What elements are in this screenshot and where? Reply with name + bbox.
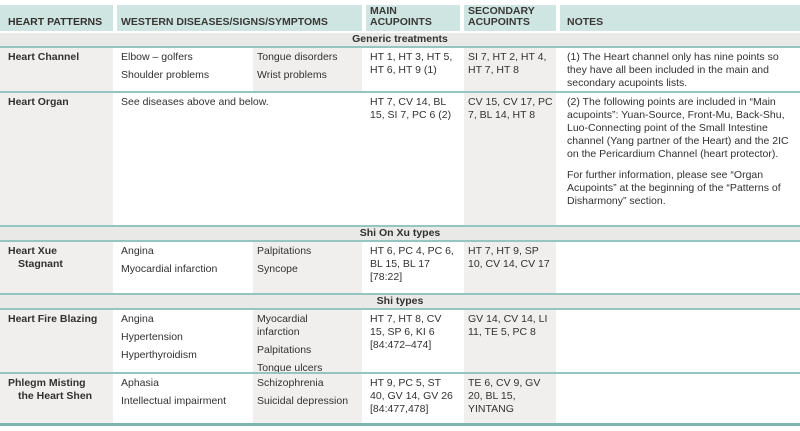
main-acupoints-cell: HT 9, PC 5, ST 40, GV 14, GV 26 [84:477,… <box>370 377 453 415</box>
symptoms-cell-b: Schizophrenia Suicidal depression <box>253 374 362 423</box>
table-row-heart-fire-blazing: Heart Fire Blazing Angina Hypertension H… <box>0 310 800 374</box>
secondary-acupoints-cell: HT 7, HT 9, SP 10, CV 14, CV 17 <box>464 242 556 293</box>
symptom: Angina <box>121 245 154 257</box>
symptom: Aphasia <box>121 377 159 389</box>
secondary-acupoints-cell: SI 7, HT 2, HT 4, HT 7, HT 8 <box>464 48 556 91</box>
symptom: Wrist problems <box>257 69 327 81</box>
pattern-cell: Phlegm Misting the Heart Shen <box>0 374 113 423</box>
symptom: Angina <box>121 313 154 325</box>
symptom: Tongue disorders <box>257 51 338 63</box>
notes-cell: (1) The Heart channel only has nine poin… <box>560 48 800 91</box>
table-header: HEART PATTERNS WESTERN DISEASES/SIGNS/SY… <box>0 5 800 31</box>
symptom: Suicidal depression <box>257 395 349 407</box>
pattern-cell: Heart Fire Blazing <box>0 310 113 372</box>
notes-cell: (2) The following points are included in… <box>560 93 800 225</box>
symptoms-cell-a: Angina Hypertension Hyperthyroidism <box>117 310 249 372</box>
section-divider-shi-on-xu-types: Shi On Xu types <box>0 227 800 242</box>
header-secondary-acupoints: SECONDARY ACUPOINTS <box>464 5 556 31</box>
secondary-acupoints-cell: TE 6, CV 9, GV 20, BL 15, YINTANG <box>464 374 556 423</box>
pattern-name: Phlegm Misting <box>8 377 86 389</box>
symptom: Schizophrenia <box>257 377 324 389</box>
secondary-acupoints-cell: GV 14, CV 14, LI 11, TE 5, PC 8 <box>464 310 556 372</box>
symptom: Palpitations <box>257 245 312 257</box>
pattern-cell: Heart Xue Stagnant <box>0 242 113 293</box>
symptom: Hypertension <box>121 331 183 343</box>
pattern-name: Heart Channel <box>8 51 80 63</box>
table-row-heart-organ: Heart Organ See diseases above and below… <box>0 93 800 227</box>
pattern-cell: Heart Organ <box>0 93 113 225</box>
note: For further information, please see “Org… <box>567 169 781 207</box>
symptoms-cell-b: Tongue disorders Wrist problems <box>253 48 362 91</box>
header-western-diseases: WESTERN DISEASES/SIGNS/SYMPTOMS <box>117 5 362 31</box>
pattern-name: Heart Fire Blazing <box>8 313 98 325</box>
section-divider-label: Shi types <box>376 295 424 307</box>
main-acupoints-cell: HT 1, HT 3, HT 5, HT 6, HT 9 (1) <box>370 51 453 76</box>
header-notes: NOTES <box>560 5 800 31</box>
symptom: Myocardial infarction <box>257 313 308 338</box>
pattern-cell: Heart Channel <box>0 48 113 91</box>
section-divider-label: Generic treatments <box>352 33 448 45</box>
symptoms-cell-a: Angina Myocardial infarction <box>117 242 249 293</box>
symptom: Hyperthyroidism <box>121 349 197 361</box>
pattern-name: Heart Organ <box>8 96 69 108</box>
pattern-name: Stagnant <box>18 258 63 270</box>
section-divider-label: Shi On Xu types <box>359 227 441 239</box>
notes-cell <box>560 374 800 423</box>
header-heart-patterns: HEART PATTERNS <box>0 5 113 31</box>
note: (1) The Heart channel only has nine poin… <box>567 51 779 89</box>
symptoms-cell-a: Elbow – golfers Shoulder problems <box>117 48 249 91</box>
section-divider-shi-types: Shi types <box>0 295 800 310</box>
symptoms-cell-b: Myocardial infarction Palpitations Tongu… <box>253 310 362 372</box>
symptoms-cell-b: Palpitations Syncope <box>253 242 362 293</box>
main-acupoints-cell: HT 7, CV 14, BL 15, SI 7, PC 6 (2) <box>370 96 452 121</box>
main-acupoints-cell: HT 7, HT 8, CV 15, SP 6, KI 6 [84:472–47… <box>370 313 442 351</box>
symptom: Syncope <box>257 263 298 275</box>
symptoms-cell-a: Aphasia Intellectual impairment <box>117 374 249 423</box>
symptom: Tongue ulcers <box>257 362 323 372</box>
symptom: Intellectual impairment <box>121 395 227 407</box>
symptom: Myocardial infarction <box>121 263 218 275</box>
table-row-heart-channel: Heart Channel Elbow – golfers Shoulder p… <box>0 48 800 93</box>
main-acupoints-cell: HT 6, PC 4, PC 6, BL 15, BL 17 [78:22] <box>370 245 454 283</box>
table-row-phlegm-misting-heart-shen: Phlegm Misting the Heart Shen Aphasia In… <box>0 374 800 426</box>
notes-cell <box>560 242 800 293</box>
symptom: Shoulder problems <box>121 69 210 81</box>
header-main-acupoints: MAIN ACUPOINTS <box>366 5 460 31</box>
note: (2) The following points are included in… <box>567 96 789 160</box>
symptom: Elbow – golfers <box>121 51 193 63</box>
pattern-name: the Heart Shen <box>18 390 93 402</box>
secondary-acupoints-cell: CV 15, CV 17, PC 7, BL 14, HT 8 <box>464 93 556 225</box>
table-row-heart-xue-stagnant: Heart Xue Stagnant Angina Myocardial inf… <box>0 242 800 295</box>
symptoms-cell-merged: See diseases above and below. <box>117 93 362 225</box>
notes-cell <box>560 310 800 372</box>
pattern-name: Heart Xue <box>8 245 58 257</box>
symptom: Palpitations <box>257 344 312 356</box>
section-divider-generic-treatments: Generic treatments <box>0 31 800 48</box>
